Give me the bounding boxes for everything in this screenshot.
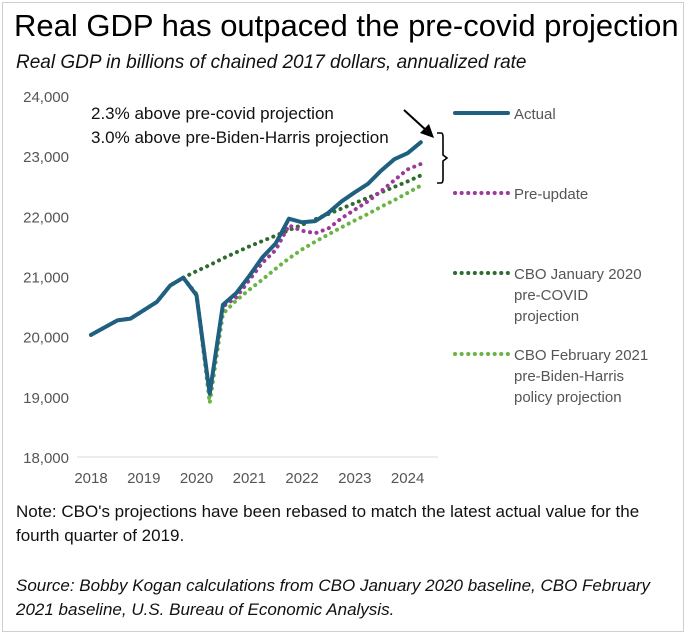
legend-label-actual: Actual xyxy=(514,106,556,123)
chart-subtitle: Real GDP in billions of chained 2017 dol… xyxy=(16,52,527,73)
series-line-preupdate xyxy=(89,162,423,396)
x-tick-label: 2018 xyxy=(74,470,107,487)
series-group xyxy=(89,140,423,405)
legend-label-cbo2021: CBO February 2021 xyxy=(514,347,648,364)
x-tick-label: 2021 xyxy=(233,470,266,487)
annotation-prebidenharris: 3.0% above pre-Biden-Harris projection xyxy=(91,128,389,147)
annotation-arrow xyxy=(403,109,434,138)
x-tick-label: 2023 xyxy=(338,470,371,487)
x-axis: 2018 2019 2020 2021 2022 2023 2024 xyxy=(74,470,424,487)
gap-bracket xyxy=(437,132,449,184)
chart-title: Real GDP has outpaced the pre-covid proj… xyxy=(14,8,679,43)
y-tick-label: 21,000 xyxy=(23,270,69,287)
y-tick-label: 18,000 xyxy=(23,450,69,467)
annotation-precovid: 2.3% above pre-covid projection xyxy=(91,104,334,123)
y-tick-label: 19,000 xyxy=(23,390,69,407)
annotation-group: 2.3% above pre-covid projection 3.0% abo… xyxy=(91,104,449,184)
legend-label-cbo2021: policy projection xyxy=(514,389,622,406)
legend-label-cbo2020: CBO January 2020 xyxy=(514,266,642,283)
y-tick-label: 22,000 xyxy=(23,209,69,226)
x-tick-label: 2020 xyxy=(180,470,213,487)
y-tick-label: 23,000 xyxy=(23,149,69,166)
gdp-line-chart: 18,000 19,000 20,000 21,000 22,000 23,000 24,0… xyxy=(23,89,648,487)
legend-label-cbo2021: pre-Biden-Harris xyxy=(514,368,624,385)
series-line-cbo2020 xyxy=(181,173,423,280)
footnote-source: Source: Bobby Kogan calculations from CB… xyxy=(16,576,651,619)
series-line-actual xyxy=(89,140,423,396)
legend-label-cbo2020: projection xyxy=(514,308,579,325)
legend-label-cbo2020: pre-COVID xyxy=(514,287,588,304)
x-tick-label: 2019 xyxy=(127,470,160,487)
y-tick-label: 24,000 xyxy=(23,89,69,106)
series-line-cbo2021 xyxy=(181,183,423,405)
legend-label-preupdate: Pre-update xyxy=(514,186,588,203)
footnote-note: Note: CBO's projections have been rebase… xyxy=(16,502,640,545)
x-tick-label: 2022 xyxy=(285,470,318,487)
legend: Actual Pre-update CBO January 2020 pre-COVI… xyxy=(453,106,648,406)
x-tick-label: 2024 xyxy=(391,470,424,487)
y-axis: 18,000 19,000 20,000 21,000 22,000 23,000 24,0… xyxy=(23,89,438,467)
y-tick-label: 20,000 xyxy=(23,330,69,347)
